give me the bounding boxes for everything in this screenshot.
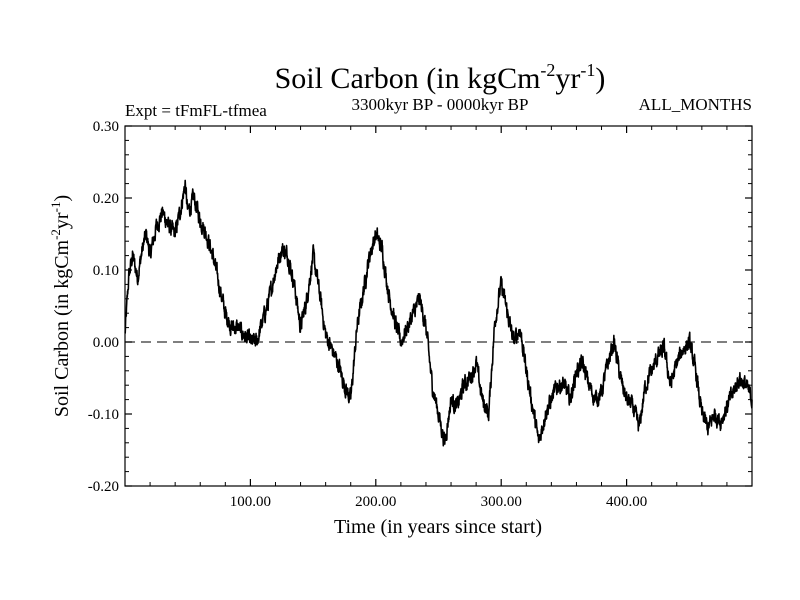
x-tick-label: 400.00 xyxy=(606,494,647,510)
y-tick-label: -0.20 xyxy=(88,479,119,495)
y-tick-label: 0.20 xyxy=(93,191,119,207)
series-line-soil-carbon xyxy=(124,179,753,447)
plot-frame xyxy=(124,125,753,487)
experiment-label: Expt = tFmFL-tfmea xyxy=(125,101,267,120)
months-label: ALL_MONTHS xyxy=(639,95,752,114)
x-tick-label: 300.00 xyxy=(481,494,522,510)
series-layer xyxy=(124,179,753,447)
y-tick-label: -0.10 xyxy=(88,407,119,423)
chart-title: Soil Carbon (in kgCm-2yr-1) xyxy=(275,60,606,95)
x-axis-label: Time (in years since start) xyxy=(334,516,542,538)
y-axis-label: Soil Carbon (in kgCm-2yr-1) xyxy=(48,195,73,417)
y-axis-ticks: -0.20 -0.10 0.00 0.10 0.20 0.30 xyxy=(88,119,752,495)
time-range-label: 3300kyr BP - 0000kyr BP xyxy=(352,95,529,114)
y-tick-label: 0.10 xyxy=(93,263,119,279)
x-tick-label: 100.00 xyxy=(230,494,271,510)
x-axis-ticks: 100.00 200.00 300.00 400.00 xyxy=(149,126,728,510)
x-tick-label: 200.00 xyxy=(355,494,396,510)
y-tick-label: 0.30 xyxy=(93,119,119,135)
y-tick-label: 0.00 xyxy=(93,335,119,351)
